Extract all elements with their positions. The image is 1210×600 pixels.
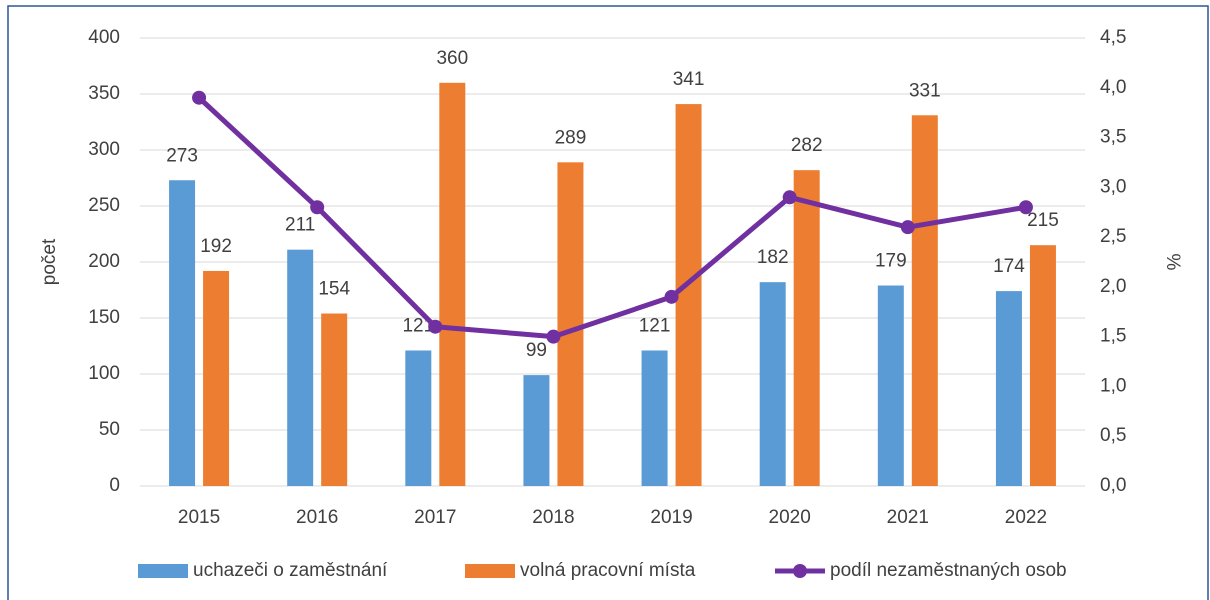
data-label: 154 — [318, 279, 350, 300]
y2-tick-label: 1,0 — [1100, 375, 1126, 396]
data-label: 174 — [993, 256, 1025, 277]
bar — [641, 350, 668, 486]
bar — [287, 249, 314, 486]
data-label: 331 — [909, 80, 941, 101]
chart-frame — [7, 5, 1209, 600]
x-tick-label: 2019 — [650, 507, 692, 528]
data-label: 211 — [285, 215, 315, 236]
bar — [675, 104, 702, 486]
legend-swatch — [138, 564, 188, 578]
data-label: 179 — [875, 251, 907, 272]
legend-swatch — [793, 564, 807, 578]
bar — [405, 350, 432, 486]
bar — [523, 375, 550, 486]
y2-tick-label: 4,0 — [1100, 77, 1126, 98]
data-label: 282 — [791, 135, 823, 156]
y2-tick-label: 0,5 — [1100, 425, 1126, 446]
y-tick-label: 350 — [88, 83, 120, 104]
line-marker — [1018, 200, 1033, 215]
bar — [793, 170, 820, 486]
data-label: 99 — [526, 340, 547, 361]
y-tick-label: 150 — [88, 307, 120, 328]
bar — [995, 291, 1022, 486]
line-marker — [546, 329, 561, 344]
legend-label: uchazeči o zaměstnání — [193, 560, 388, 581]
data-label: 341 — [673, 69, 705, 90]
data-label: 273 — [166, 145, 198, 166]
y-tick-label: 400 — [88, 27, 120, 48]
y2-tick-label: 2,0 — [1100, 276, 1126, 297]
y2-axis-label: % — [1162, 254, 1183, 271]
x-tick-label: 2021 — [887, 507, 929, 528]
y2-tick-label: 3,0 — [1100, 176, 1126, 197]
y-tick-label: 200 — [88, 251, 120, 272]
x-tick-label: 2018 — [532, 507, 574, 528]
line-marker — [664, 289, 679, 304]
data-label: 289 — [555, 127, 587, 148]
bar — [439, 82, 466, 487]
y-tick-label: 0 — [109, 475, 120, 496]
y2-tick-label: 1,5 — [1100, 326, 1126, 347]
x-tick-label: 2015 — [178, 507, 220, 528]
line-marker — [428, 319, 443, 334]
legend-label: volná pracovní místa — [520, 560, 696, 581]
bar — [911, 115, 938, 486]
data-label: 215 — [1027, 210, 1059, 231]
data-label: 121 — [639, 315, 671, 336]
line-marker — [192, 90, 207, 105]
legend-swatch — [465, 564, 515, 578]
x-tick-label: 2016 — [296, 507, 338, 528]
y-tick-label: 100 — [88, 363, 120, 384]
y-axis-label: počet — [39, 238, 60, 285]
x-tick-label: 2017 — [414, 507, 456, 528]
y-tick-label: 50 — [99, 419, 120, 440]
x-tick-label: 2022 — [1005, 507, 1047, 528]
y2-tick-label: 4,5 — [1100, 27, 1126, 48]
line-marker — [782, 190, 797, 205]
data-label: 192 — [200, 236, 232, 257]
y2-tick-label: 2,5 — [1100, 226, 1126, 247]
legend-label: podíl nezaměstnaných osob — [830, 560, 1067, 581]
line — [197, 95, 1027, 340]
bar — [557, 162, 584, 486]
y2-tick-label: 0,0 — [1100, 475, 1126, 496]
line-marker — [310, 200, 325, 215]
data-label: 360 — [436, 48, 468, 69]
line-marker — [900, 220, 915, 235]
bar — [321, 313, 348, 486]
bar — [203, 270, 230, 486]
y-tick-label: 300 — [88, 139, 120, 160]
y-tick-label: 250 — [88, 195, 120, 216]
bar — [1029, 245, 1056, 486]
bar — [877, 285, 904, 486]
bar — [169, 180, 196, 487]
bar — [759, 282, 786, 486]
data-label: 182 — [757, 247, 789, 268]
x-tick-label: 2020 — [769, 507, 811, 528]
y2-tick-label: 3,5 — [1100, 127, 1126, 148]
